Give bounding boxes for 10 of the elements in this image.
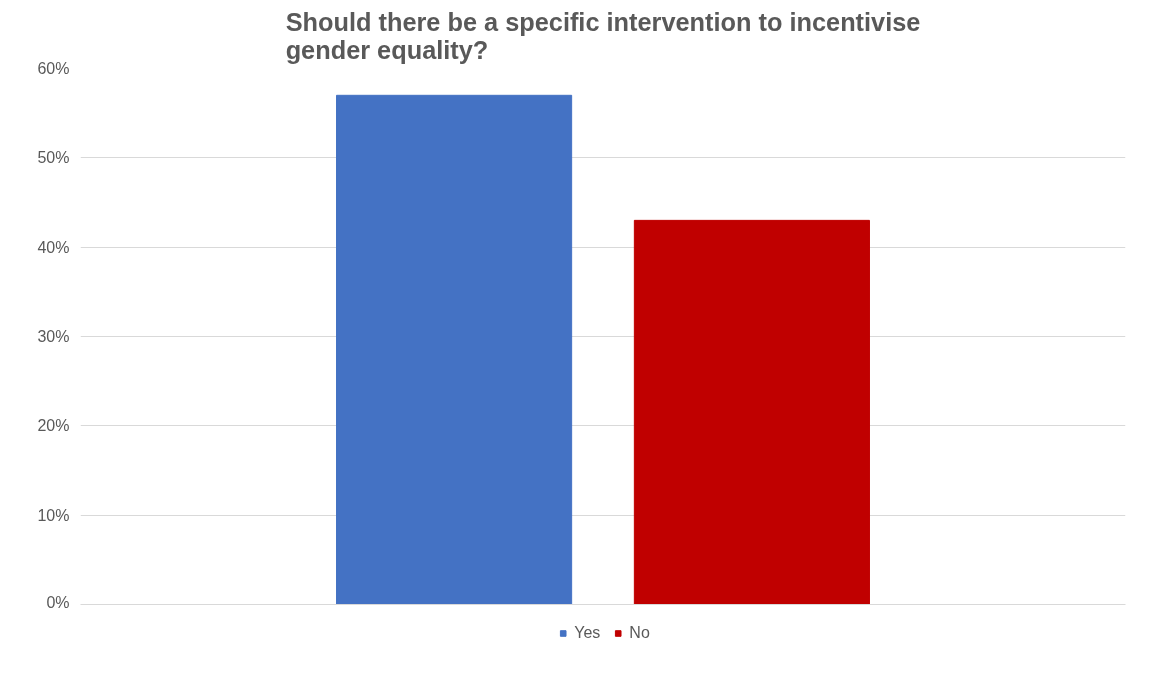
chart-title: Should there be a specific intervention to incentivise gender equality? xyxy=(285,7,921,64)
legend-label: No xyxy=(629,623,650,642)
y-tick-label: 20% xyxy=(37,417,70,435)
y-tick-label: 60% xyxy=(37,60,70,77)
y-tick-label: 30% xyxy=(37,328,70,345)
y-tick-label: 0% xyxy=(46,593,70,611)
y-tick-label: 50% xyxy=(37,149,70,167)
legend-label: Yes xyxy=(574,623,601,642)
y-tick-label: 10% xyxy=(37,506,70,524)
y-tick-label: 40% xyxy=(37,238,70,256)
